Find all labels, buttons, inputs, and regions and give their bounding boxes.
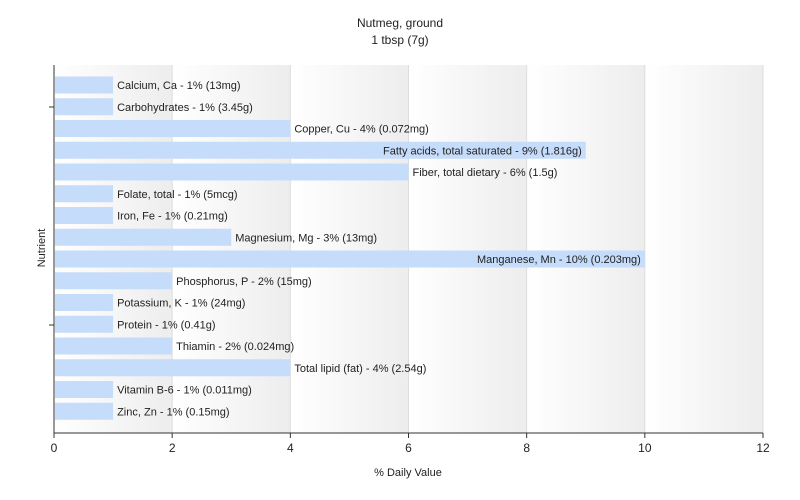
grid-band [644, 65, 763, 433]
bar [55, 381, 114, 398]
bar-label: Manganese, Mn - 10% (0.203mg) [477, 254, 641, 266]
bar-label: Folate, total - 1% (5mcg) [117, 189, 237, 201]
grid-band [526, 65, 645, 433]
x-tick-labels: 0 2 4 6 8 10 12 [51, 441, 770, 455]
bar-label: Carbohydrates - 1% (3.45g) [117, 102, 253, 114]
bar-label: Fiber, total dietary - 6% (1.5g) [413, 167, 558, 179]
bar [55, 76, 114, 94]
bar [55, 315, 114, 333]
bar [55, 207, 114, 224]
bar-label: Fatty acids, total saturated - 9% (1.816… [383, 145, 582, 157]
grid-band [408, 65, 527, 433]
axes [49, 65, 764, 438]
bar [55, 402, 114, 420]
x-tick-label: 0 [51, 441, 58, 455]
bar-label: Calcium, Ca - 1% (13mg) [117, 80, 240, 92]
bar [55, 337, 173, 355]
x-tick-label: 12 [756, 441, 770, 455]
bar [55, 359, 291, 377]
x-tick-label: 6 [405, 441, 412, 455]
bar-label: Phosphorus, P - 2% (15mg) [176, 276, 312, 288]
x-tick-label: 8 [523, 441, 530, 455]
grid-band [290, 65, 409, 433]
bar [55, 228, 232, 246]
bar-label: Copper, Cu - 4% (0.072mg) [294, 124, 429, 136]
bar-label: Zinc, Zn - 1% (0.15mg) [117, 406, 229, 418]
bar [55, 120, 291, 137]
bar-label: Thiamin - 2% (0.024mg) [176, 341, 294, 353]
y-axis-label: Nutrient [36, 229, 48, 268]
bar-label: Protein - 1% (0.41g) [117, 319, 215, 331]
bar-label: Total lipid (fat) - 4% (2.54g) [294, 363, 426, 375]
bar [55, 141, 586, 159]
bar [55, 98, 114, 116]
bars: Calcium, Ca - 1% (13mg) Carbohydrates - 1… [55, 76, 645, 420]
x-tick-label: 2 [169, 441, 176, 455]
bar [55, 250, 645, 268]
bar-label: Vitamin B-6 - 1% (0.011mg) [117, 385, 252, 397]
chart-subtitle: 1 tbsp (7g) [371, 33, 428, 47]
bar [55, 294, 114, 311]
bar [55, 272, 173, 290]
bar-label: Potassium, K - 1% (24mg) [117, 298, 245, 310]
bar [55, 163, 409, 181]
x-axis-label: % Daily Value [374, 467, 442, 479]
bar-label: Iron, Fe - 1% (0.21mg) [117, 211, 228, 223]
bar-label: Magnesium, Mg - 3% (13mg) [235, 232, 377, 244]
chart-title: Nutmeg, ground [357, 16, 443, 30]
bar [55, 185, 114, 203]
x-tick-label: 4 [287, 441, 294, 455]
x-tick-label: 10 [638, 441, 652, 455]
